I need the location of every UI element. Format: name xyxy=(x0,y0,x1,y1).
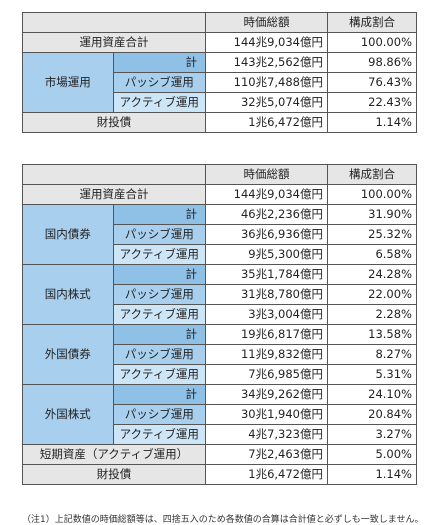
header-blank xyxy=(113,164,206,185)
group-label-domestic-bonds: 国内債券 xyxy=(22,204,114,265)
fiscal-label: 財投債 xyxy=(22,464,206,485)
total-ratio: 100.00% xyxy=(327,32,417,53)
subrow-label: アクティブ運用 xyxy=(112,304,206,325)
short-term-value: 7兆2,463億円 xyxy=(205,444,328,465)
header-blank xyxy=(113,12,206,33)
table-header-row: 時価総額 構成割合 xyxy=(22,164,417,185)
subrow-label: パッシブ運用 xyxy=(112,284,206,305)
subrow-ratio: 6.58% xyxy=(327,244,417,265)
subrow-label: アクティブ運用 xyxy=(112,92,206,113)
subrow-value: 11兆9,832億円 xyxy=(205,344,328,365)
header-blank xyxy=(22,12,113,33)
subrow-label: パッシブ運用 xyxy=(112,224,206,245)
subrow-ratio: 76.43% xyxy=(327,72,417,93)
fiscal-label: 財投債 xyxy=(22,112,206,133)
table-row: パッシブ運用 110兆7,488億円 76.43% xyxy=(23,72,417,93)
subrow-ratio: 25.32% xyxy=(327,224,417,245)
subrow-label: 計 xyxy=(112,52,206,73)
table-row: パッシブ運用 11兆9,832億円 8.27% xyxy=(23,344,417,365)
subrow-ratio: 31.90% xyxy=(327,204,417,225)
subrow-value: 32兆5,074億円 xyxy=(205,92,328,113)
table-row: 市場運用 計 143兆2,562億円 98.86% xyxy=(22,52,417,113)
allocation-table-summary: 時価総額 構成割合 運用資産合計 144兆9,034億円 100.00% 市場運… xyxy=(22,12,417,133)
subrow-value: 35兆1,784億円 xyxy=(205,264,328,285)
fiscal-value: 1兆6,472億円 xyxy=(205,464,328,485)
subrow-value: 7兆6,985億円 xyxy=(205,364,328,385)
subrow-value: 36兆6,936億円 xyxy=(205,224,328,245)
subrow-ratio: 22.43% xyxy=(327,92,417,113)
table-row-fiscal: 財投債 1兆6,472億円 1.14% xyxy=(22,464,417,485)
subrow-label: パッシブ運用 xyxy=(112,404,206,425)
subrow-ratio: 8.27% xyxy=(327,344,417,365)
table-row: 外国債券 計 19兆6,817億円 13.58% xyxy=(22,324,417,385)
subrow-label: アクティブ運用 xyxy=(112,244,206,265)
subrow-label: 計 xyxy=(112,204,206,225)
subrow-label: 計 xyxy=(112,324,206,345)
short-term-ratio: 5.00% xyxy=(327,444,417,465)
fiscal-ratio: 1.14% xyxy=(327,464,417,485)
table-row-fiscal: 財投債 1兆6,472億円 1.14% xyxy=(22,112,417,133)
subrow-label: アクティブ運用 xyxy=(112,364,206,385)
subrow-value: 143兆2,562億円 xyxy=(205,52,328,73)
subrow-label: 計 xyxy=(112,384,206,405)
subrow-label: パッシブ運用 xyxy=(112,72,206,93)
table-row: パッシブ運用 36兆6,936億円 25.32% xyxy=(23,224,417,245)
subrow-value: 31兆8,780億円 xyxy=(205,284,328,305)
table-row: 国内株式 計 35兆1,784億円 24.28% xyxy=(22,264,417,325)
table-row: アクティブ運用 7兆6,985億円 5.31% xyxy=(23,364,417,385)
table-header-row: 時価総額 構成割合 xyxy=(22,12,417,33)
header-ratio: 構成割合 xyxy=(327,12,417,33)
header-blank xyxy=(22,164,113,185)
table-row-total: 運用資産合計 144兆9,034億円 100.00% xyxy=(22,32,417,53)
subrow-ratio: 13.58% xyxy=(327,324,417,345)
subrow-label: パッシブ運用 xyxy=(112,344,206,365)
subrow-label: 計 xyxy=(112,264,206,285)
allocation-table-detail: 時価総額 構成割合 運用資産合計 144兆9,034億円 100.00% 国内債… xyxy=(22,164,417,485)
fiscal-value: 1兆6,472億円 xyxy=(205,112,328,133)
group-label-foreign-equity: 外国株式 xyxy=(22,384,114,445)
header-ratio: 構成割合 xyxy=(327,164,417,185)
subrow-label: アクティブ運用 xyxy=(112,424,206,445)
subrow-ratio: 24.10% xyxy=(327,384,417,405)
total-label: 運用資産合計 xyxy=(22,32,206,53)
subrow-ratio: 5.31% xyxy=(327,364,417,385)
subrow-ratio: 98.86% xyxy=(327,52,417,73)
short-term-label: 短期資産（アクティブ運用） xyxy=(22,444,206,465)
header-market-value: 時価総額 xyxy=(205,12,328,33)
subrow-ratio: 2.28% xyxy=(327,304,417,325)
subrow-value: 34兆9,262億円 xyxy=(205,384,328,405)
table-row: アクティブ運用 9兆5,300億円 6.58% xyxy=(23,244,417,265)
subrow-value: 46兆2,236億円 xyxy=(205,204,328,225)
table-row: 国内債券 計 46兆2,236億円 31.90% xyxy=(22,204,417,265)
total-label: 運用資産合計 xyxy=(22,184,206,205)
group-label-domestic-equity: 国内株式 xyxy=(22,264,114,325)
subrow-value: 110兆7,488億円 xyxy=(205,72,328,93)
table-row-short-term: 短期資産（アクティブ運用） 7兆2,463億円 5.00% xyxy=(22,444,417,465)
group-label-market-ops: 市場運用 xyxy=(22,52,114,113)
subrow-ratio: 24.28% xyxy=(327,264,417,285)
total-value: 144兆9,034億円 xyxy=(205,32,328,53)
subrow-value: 19兆6,817億円 xyxy=(205,324,328,345)
table-row: アクティブ運用 3兆3,004億円 2.28% xyxy=(23,304,417,325)
subrow-ratio: 3.27% xyxy=(327,424,417,445)
subrow-value: 4兆7,323億円 xyxy=(205,424,328,445)
subrow-value: 30兆1,940億円 xyxy=(205,404,328,425)
group-label-foreign-bonds: 外国債券 xyxy=(22,324,114,385)
header-market-value: 時価総額 xyxy=(205,164,328,185)
fiscal-ratio: 1.14% xyxy=(327,112,417,133)
total-ratio: 100.00% xyxy=(327,184,417,205)
subrow-value: 9兆5,300億円 xyxy=(205,244,328,265)
subrow-value: 3兆3,004億円 xyxy=(205,304,328,325)
total-value: 144兆9,034億円 xyxy=(205,184,328,205)
table-row-total: 運用資産合計 144兆9,034億円 100.00% xyxy=(22,184,417,205)
table-row: 外国株式 計 34兆9,262億円 24.10% xyxy=(22,384,417,445)
subrow-ratio: 22.00% xyxy=(327,284,417,305)
subrow-ratio: 20.84% xyxy=(327,404,417,425)
